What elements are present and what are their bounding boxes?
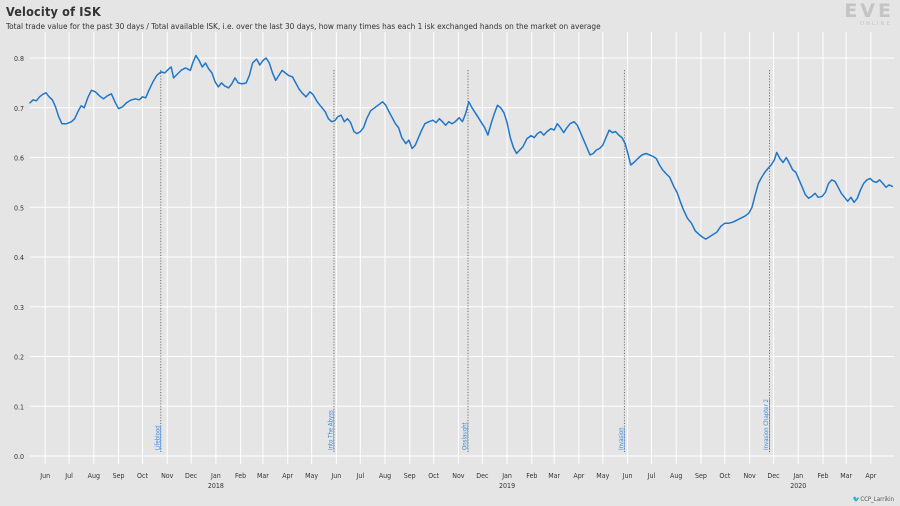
x-tick-label: Oct bbox=[719, 472, 730, 480]
x-tick-label: Mar bbox=[548, 472, 560, 480]
x-tick-label: Jun bbox=[39, 472, 50, 480]
event-label: Into The Abyss bbox=[327, 410, 334, 450]
event-label: Lifeblood bbox=[154, 425, 161, 450]
y-tick-label: 0.1 bbox=[14, 403, 24, 411]
x-tick-label: Nov bbox=[452, 472, 465, 480]
x-tick-label: Aug bbox=[670, 472, 682, 480]
x-tick-label: Feb bbox=[235, 472, 246, 480]
x-tick-label: Aug bbox=[379, 472, 391, 480]
x-tick-label: Apr bbox=[282, 472, 293, 480]
x-tick-label: Apr bbox=[573, 472, 584, 480]
x-tick-label: Jun bbox=[330, 472, 341, 480]
logo-main-text: EVE bbox=[844, 0, 894, 22]
x-tick-label: Nov bbox=[161, 472, 174, 480]
x-tick-label: Sep bbox=[695, 472, 707, 480]
x-tick-label: May bbox=[596, 472, 609, 480]
x-tick-label: Jul bbox=[64, 472, 73, 480]
x-tick-label: Jan bbox=[210, 472, 221, 480]
x-tick-label: Sep bbox=[113, 472, 125, 480]
chart-subtitle: Total trade value for the past 30 days /… bbox=[6, 21, 601, 31]
x-tick-label: Jul bbox=[355, 472, 364, 480]
x-tick-label: Feb bbox=[526, 472, 537, 480]
event-label: Invasion bbox=[618, 427, 625, 450]
x-year-label: 2020 bbox=[790, 482, 806, 490]
y-tick-label: 0.0 bbox=[14, 453, 24, 461]
logo-sub-text: ONLINE bbox=[859, 21, 892, 27]
x-tick-label: Mar bbox=[840, 472, 852, 480]
y-tick-label: 0.6 bbox=[14, 155, 24, 163]
x-year-label: 2018 bbox=[208, 482, 224, 490]
x-tick-label: Sep bbox=[404, 472, 416, 480]
author-credit: 🐦CCP_Larrikin bbox=[853, 496, 894, 503]
x-tick-label: Aug bbox=[88, 472, 100, 480]
x-tick-label: May bbox=[305, 472, 318, 480]
event-label: Invasion Chapter 2 bbox=[763, 399, 770, 450]
x-tick-label: Jan bbox=[792, 472, 803, 480]
x-tick-label: Oct bbox=[137, 472, 148, 480]
y-tick-label: 0.8 bbox=[14, 55, 24, 63]
x-tick-label: Oct bbox=[428, 472, 439, 480]
velocity-series-line bbox=[29, 54, 894, 240]
y-tick-label: 0.5 bbox=[14, 204, 24, 212]
x-tick-label: Dec bbox=[185, 472, 198, 480]
y-tick-label: 0.2 bbox=[14, 354, 24, 362]
x-tick-label: Jan bbox=[501, 472, 512, 480]
y-tick-label: 0.4 bbox=[14, 254, 24, 262]
eve-online-logo: EVE ONLINE bbox=[834, 2, 894, 30]
x-year-label: 2019 bbox=[499, 482, 515, 490]
x-tick-label: Nov bbox=[743, 472, 756, 480]
author-handle: CCP_Larrikin bbox=[860, 496, 894, 503]
x-tick-label: Jun bbox=[622, 472, 633, 480]
x-tick-label: Jul bbox=[647, 472, 656, 480]
x-tick-label: Dec bbox=[767, 472, 780, 480]
x-tick-label: Feb bbox=[817, 472, 828, 480]
twitter-bird-icon: 🐦 bbox=[852, 496, 861, 503]
x-tick-label: Mar bbox=[257, 472, 269, 480]
event-label: Onslaught bbox=[461, 422, 468, 450]
y-tick-label: 0.7 bbox=[14, 105, 24, 113]
chart-title: Velocity of ISK bbox=[6, 4, 101, 19]
x-tick-label: Dec bbox=[476, 472, 489, 480]
y-tick-label: 0.3 bbox=[14, 304, 24, 312]
x-tick-label: Apr bbox=[865, 472, 876, 480]
